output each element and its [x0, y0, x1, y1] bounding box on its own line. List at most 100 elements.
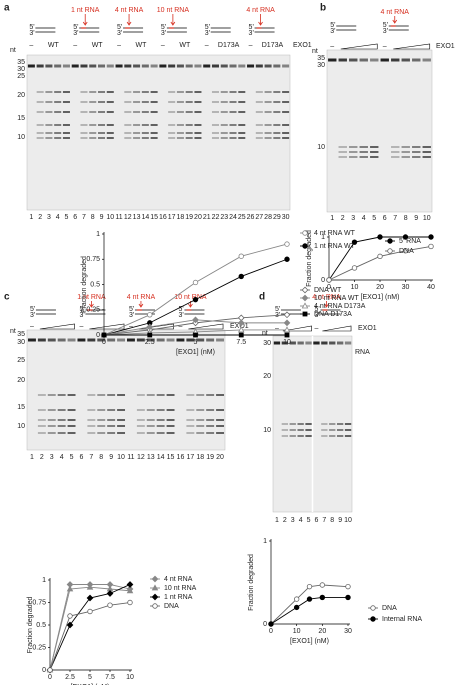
strand-end: 3'	[330, 28, 335, 35]
rna-label: 4 nt RNA	[127, 294, 156, 301]
band	[216, 394, 225, 396]
band	[37, 394, 46, 396]
gel	[326, 49, 433, 213]
data-point	[106, 590, 114, 597]
band	[98, 132, 106, 134]
minus: –	[79, 323, 83, 330]
band	[133, 111, 141, 113]
lane-number: 2	[40, 454, 44, 461]
lane-number: 3	[50, 454, 54, 461]
lane-number: 7	[89, 454, 93, 461]
data-point	[237, 319, 245, 327]
data-point	[238, 273, 244, 280]
band	[186, 409, 195, 411]
band	[106, 64, 114, 68]
band	[281, 341, 289, 345]
band	[98, 137, 106, 139]
band	[185, 132, 193, 134]
rna-label: 10 nt RNA	[174, 294, 207, 301]
x-tick-label: 10	[351, 284, 359, 291]
legend-marker	[387, 248, 393, 254]
band	[391, 151, 400, 153]
size-marker: 20	[263, 373, 271, 380]
band	[211, 111, 219, 113]
band	[255, 111, 263, 113]
band	[196, 409, 205, 411]
strand-end: 3'	[73, 30, 78, 37]
strand-end: 5'	[330, 22, 335, 29]
band	[67, 394, 76, 396]
panel-letter: c	[4, 292, 10, 303]
strand-end: 5'	[275, 306, 280, 313]
band	[107, 425, 116, 427]
band	[349, 151, 358, 153]
band	[136, 338, 145, 342]
data-point	[237, 326, 245, 333]
minus: –	[117, 42, 121, 49]
rna-label: 4 nt RNA	[246, 7, 275, 14]
data-point	[127, 599, 133, 606]
strand-end: 3'	[30, 312, 35, 319]
size-marker: 25	[17, 73, 25, 80]
rna-arrow	[324, 301, 329, 308]
band	[80, 132, 88, 134]
lane-number: 6	[79, 454, 83, 461]
band	[194, 137, 202, 139]
size-marker: 10	[17, 423, 25, 430]
band	[176, 101, 184, 103]
legend-marker	[301, 302, 309, 309]
band	[107, 338, 116, 342]
band	[338, 58, 347, 62]
data-point	[293, 604, 300, 611]
legend-marker	[302, 243, 308, 249]
band	[168, 111, 176, 113]
band	[255, 132, 263, 134]
data-point	[283, 311, 291, 319]
size-marker: 25	[17, 357, 25, 364]
group-label: WT	[48, 42, 60, 49]
lane-number: 2	[283, 517, 287, 524]
band	[321, 435, 328, 437]
data-point	[283, 319, 291, 327]
lane-number: 17	[186, 454, 194, 461]
band	[401, 156, 410, 158]
lane-number: 7	[82, 214, 86, 221]
band	[98, 101, 106, 103]
band	[156, 409, 165, 411]
rna-label: 10 nt RNA	[157, 7, 190, 14]
band	[282, 132, 290, 134]
band	[89, 111, 97, 113]
lane-number: 25	[238, 214, 246, 221]
minus: –	[314, 325, 318, 332]
legend-marker	[302, 230, 308, 236]
band-label: RNA	[355, 349, 370, 356]
band	[238, 91, 246, 93]
band	[321, 429, 328, 431]
band	[289, 429, 296, 431]
group-label: D173A	[218, 42, 240, 49]
y-tick-label: 0.75	[32, 599, 46, 606]
lane-number: 14	[157, 454, 165, 461]
band	[87, 432, 96, 434]
size-marker: 10	[263, 427, 271, 434]
size-marker: 10	[317, 144, 325, 151]
band	[289, 341, 296, 345]
band	[329, 341, 336, 345]
lane-number: 5	[64, 214, 68, 221]
y-tick-label: 0.75	[86, 256, 100, 263]
titration-wedge	[282, 325, 312, 332]
data-point	[101, 332, 107, 338]
minus: –	[383, 43, 387, 50]
band	[359, 58, 368, 62]
data-point	[192, 316, 199, 324]
band	[47, 338, 56, 342]
band	[146, 425, 155, 427]
band	[67, 338, 76, 342]
band	[229, 132, 237, 134]
strand-end: 3'	[117, 30, 122, 37]
legend-label: 4 nt RNA	[164, 576, 193, 583]
legend-label: 10 nt RNA	[164, 585, 197, 592]
band	[36, 137, 44, 139]
band	[344, 429, 352, 431]
lane-number: 16	[177, 454, 185, 461]
